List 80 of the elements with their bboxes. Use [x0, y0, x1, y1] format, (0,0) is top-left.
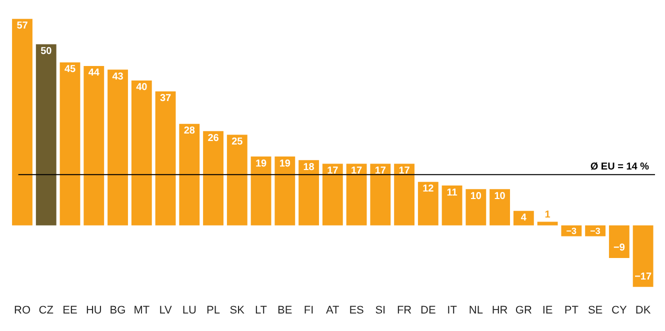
- data-label: 50: [40, 46, 52, 57]
- bar: [442, 186, 462, 226]
- x-tick-label: SK: [230, 304, 246, 316]
- data-label: 1: [544, 209, 551, 220]
- bar: [226, 134, 248, 226]
- bar: [179, 124, 200, 226]
- x-tick-label: EE: [62, 304, 78, 316]
- x-tick-label: GR: [515, 304, 532, 316]
- x-tick-label: ES: [349, 304, 364, 316]
- x-tick-label: PT: [564, 304, 579, 316]
- bar: [274, 156, 296, 226]
- data-label: −3: [566, 226, 577, 236]
- bar: [394, 164, 414, 226]
- x-tick-label: IE: [542, 304, 553, 316]
- x-tick-label: CZ: [38, 304, 54, 316]
- bar: [203, 131, 224, 226]
- data-label: 17: [374, 166, 386, 177]
- x-tick-label: BG: [110, 304, 126, 316]
- data-label: 18: [303, 162, 315, 173]
- x-tick-label: MT: [134, 304, 150, 316]
- x-tick-label: LT: [255, 304, 268, 316]
- data-label: −3: [590, 226, 600, 236]
- data-label: 40: [136, 82, 148, 94]
- bar: [60, 62, 80, 226]
- data-label: 25: [232, 136, 244, 148]
- bar: [155, 91, 176, 226]
- data-label: −17: [634, 272, 652, 283]
- x-tick-label: LV: [159, 304, 172, 316]
- bar: [250, 156, 272, 226]
- x-tick-label: HR: [492, 304, 508, 316]
- data-label: 28: [184, 126, 196, 137]
- x-tick-label: SE: [588, 304, 603, 316]
- bar: [608, 225, 630, 258]
- data-label: 19: [279, 158, 291, 170]
- ref-line-label: Ø EU = 14 %: [590, 161, 650, 172]
- bar: [84, 66, 104, 226]
- x-tick-label: HU: [86, 304, 102, 316]
- bar: [346, 164, 367, 226]
- bar: [537, 222, 558, 226]
- data-label: 17: [398, 166, 410, 177]
- bar: [418, 182, 438, 226]
- data-label: 10: [470, 190, 482, 202]
- bar: [108, 70, 128, 226]
- data-label: −9: [613, 242, 626, 254]
- data-label: 11: [446, 187, 458, 198]
- x-tick-label: FI: [304, 304, 314, 316]
- data-label: 17: [350, 166, 363, 177]
- data-label: 43: [112, 71, 124, 82]
- x-tick-label: DE: [420, 304, 436, 316]
- bar: [36, 44, 56, 226]
- bar: [513, 210, 534, 226]
- data-label: 45: [64, 64, 76, 76]
- x-tick-label: BE: [278, 304, 292, 316]
- data-label: 19: [255, 158, 268, 170]
- bar: [370, 164, 391, 226]
- data-label: 10: [494, 190, 506, 202]
- bar: [490, 189, 510, 226]
- x-tick-label: NL: [468, 304, 483, 316]
- x-tick-label: IT: [447, 304, 458, 316]
- data-label: 12: [422, 184, 434, 195]
- bar: [131, 80, 152, 226]
- data-label: 4: [520, 212, 527, 224]
- x-tick-label: AT: [326, 304, 340, 316]
- data-label: 44: [88, 68, 100, 79]
- bar: [12, 18, 32, 226]
- data-label: 17: [327, 166, 339, 177]
- x-tick-label: SI: [375, 304, 386, 316]
- x-tick-label: LU: [182, 304, 196, 316]
- data-label: 26: [208, 132, 220, 144]
- bar: [466, 189, 486, 226]
- data-label: 37: [160, 93, 172, 104]
- x-tick-label: CY: [612, 304, 628, 316]
- x-tick-label: DK: [635, 304, 652, 316]
- data-label: 57: [16, 20, 28, 32]
- bar: [298, 160, 319, 226]
- x-tick-label: PL: [206, 304, 220, 316]
- x-tick-label: FR: [396, 304, 412, 316]
- bar: [632, 225, 654, 287]
- bar: [322, 164, 343, 226]
- x-tick-label: RO: [14, 304, 31, 316]
